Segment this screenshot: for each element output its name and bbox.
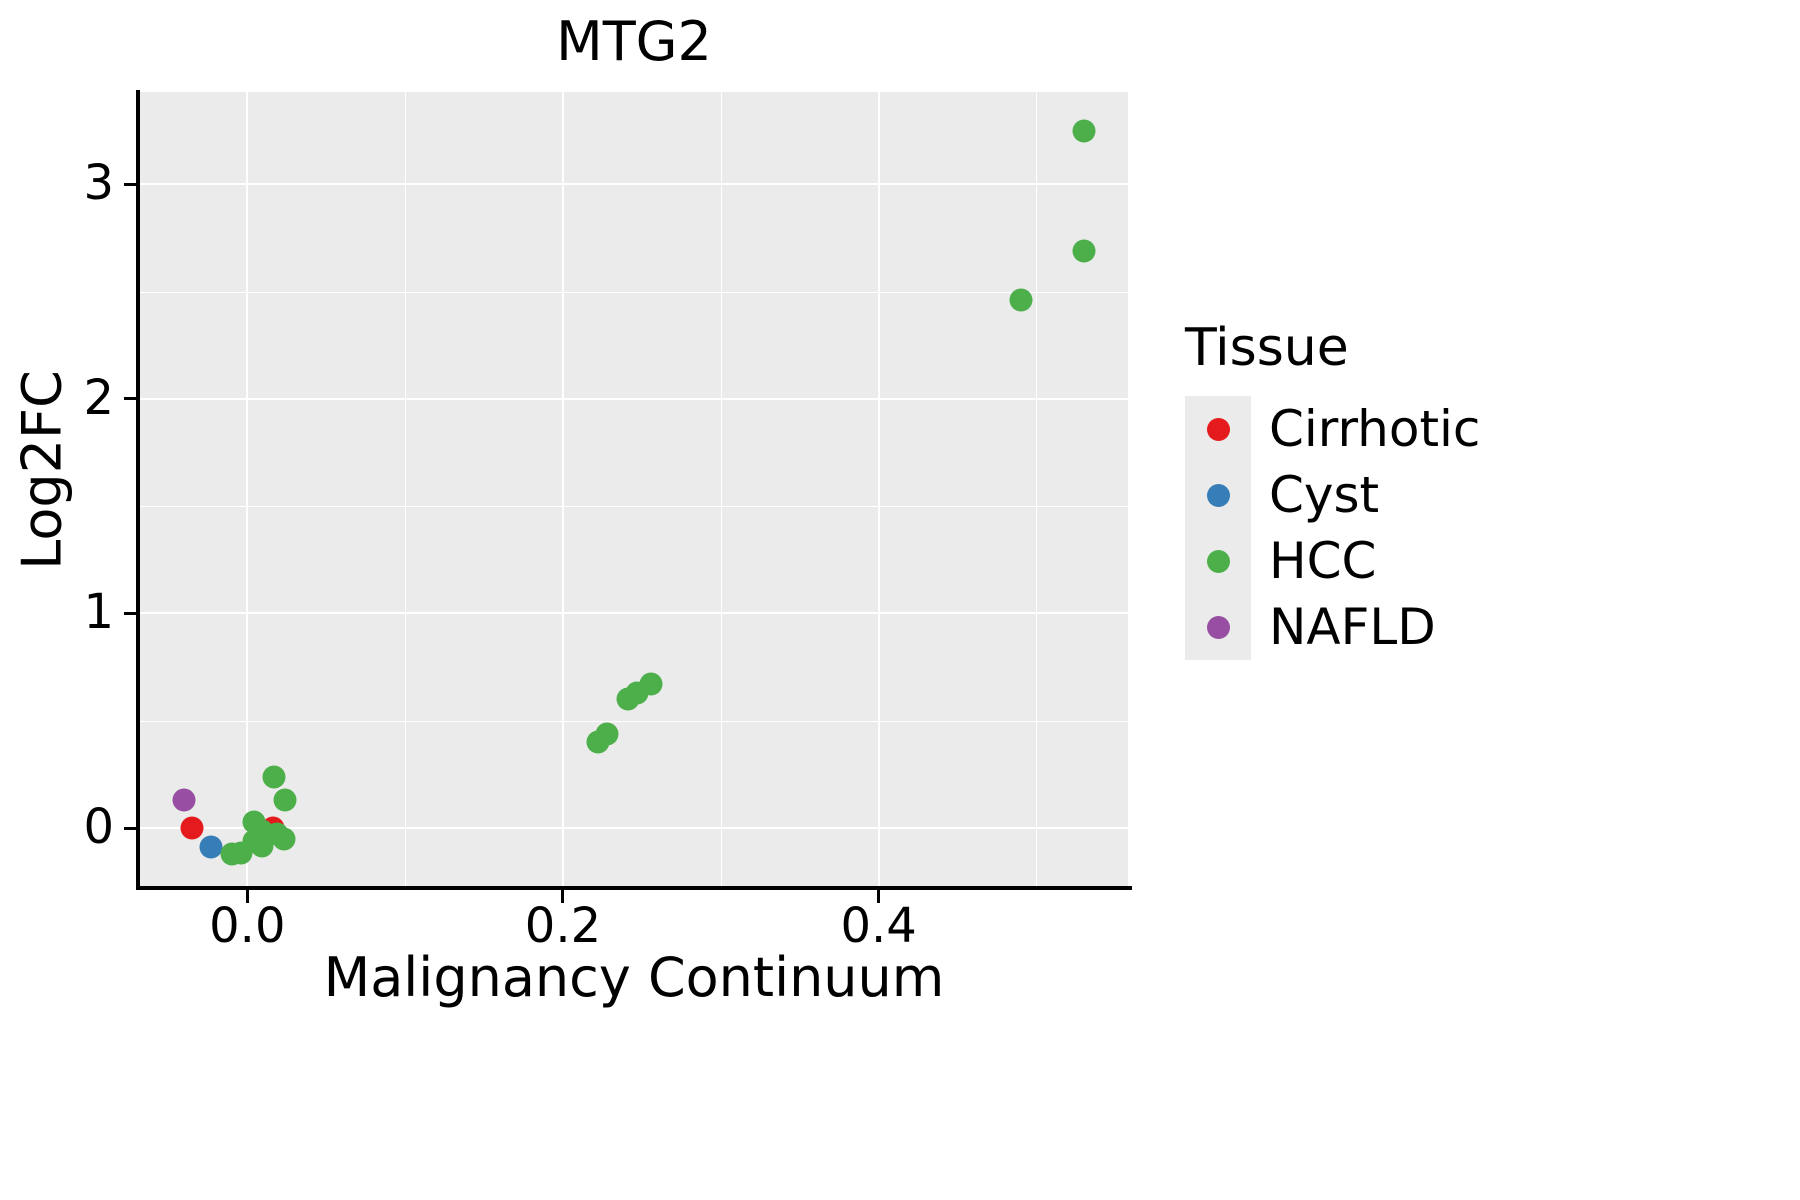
y-tick-mark	[124, 397, 137, 401]
x-tick-mark	[245, 890, 249, 903]
legend-item-cyst: Cyst	[1185, 462, 1480, 528]
y-tick-label: 3	[83, 155, 114, 212]
legend-dot-hcc	[1206, 549, 1230, 573]
legend-label: Cyst	[1269, 466, 1380, 524]
legend-key	[1185, 528, 1251, 594]
data-point-cyst	[199, 835, 223, 859]
x-tick-label: 0.4	[840, 898, 917, 954]
data-point-cirrhotic	[180, 816, 204, 840]
legend-label: Cirrhotic	[1269, 400, 1481, 458]
data-point-hcc	[272, 827, 296, 851]
y-tick-label: 1	[83, 584, 114, 641]
gridline-major	[140, 612, 1128, 615]
legend-dot-nafld	[1206, 615, 1230, 639]
x-tick-label: 0.2	[524, 898, 602, 954]
x-axis-label: Malignancy Continuum	[323, 946, 945, 1009]
gridline-minor	[140, 506, 1128, 508]
gridline-major	[877, 92, 880, 886]
legend-item-hcc: HCC	[1185, 528, 1480, 594]
legend-items: Cirrhotic Cyst HCC NAFLD	[1185, 396, 1480, 660]
gridline-minor	[720, 92, 722, 886]
y-tick-mark	[124, 611, 137, 615]
y-tick-mark	[124, 826, 137, 830]
legend-item-nafld: NAFLD	[1185, 594, 1480, 660]
plot-panel	[140, 92, 1128, 886]
gridline-minor	[140, 291, 1128, 293]
gridline-major	[140, 397, 1128, 400]
x-tick-mark	[877, 890, 881, 903]
data-point-hcc	[229, 841, 253, 865]
data-point-hcc	[1009, 288, 1033, 312]
gridline-minor	[405, 92, 407, 886]
data-point-hcc	[1072, 239, 1096, 263]
legend-key	[1185, 396, 1251, 462]
legend-dot-cirrhotic	[1206, 417, 1230, 441]
gridline-major	[140, 827, 1128, 830]
data-point-hcc	[262, 765, 286, 789]
legend-key	[1185, 594, 1251, 660]
y-tick-mark	[124, 182, 137, 186]
gridline-minor	[140, 720, 1128, 722]
data-point-nafld	[172, 788, 196, 812]
y-tick-label: 2	[83, 369, 114, 426]
gridline-major	[246, 92, 249, 886]
data-point-hcc	[1072, 119, 1096, 143]
chart-title: MTG2	[556, 10, 712, 73]
gridline-major	[561, 92, 564, 886]
gridline-major	[140, 183, 1128, 186]
gridline-minor	[1036, 92, 1038, 886]
y-tick-label: 0	[83, 799, 114, 856]
y-axis-line	[136, 90, 140, 890]
legend-title: Tissue	[1185, 318, 1349, 378]
data-point-hcc	[586, 730, 610, 754]
x-tick-mark	[561, 890, 565, 903]
legend-label: NAFLD	[1269, 598, 1436, 656]
data-point-hcc	[273, 788, 297, 812]
data-point-hcc	[250, 834, 274, 858]
data-point-hcc	[616, 687, 640, 711]
x-tick-label: 0.0	[209, 898, 286, 954]
legend-item-cirrhotic: Cirrhotic	[1185, 396, 1480, 462]
legend-dot-cyst	[1206, 483, 1230, 507]
x-axis-line	[136, 886, 1132, 890]
legend-label: HCC	[1269, 532, 1377, 590]
legend-key	[1185, 462, 1251, 528]
legend: Tissue Cirrhotic Cyst HCC NAFLD	[1185, 318, 1480, 660]
